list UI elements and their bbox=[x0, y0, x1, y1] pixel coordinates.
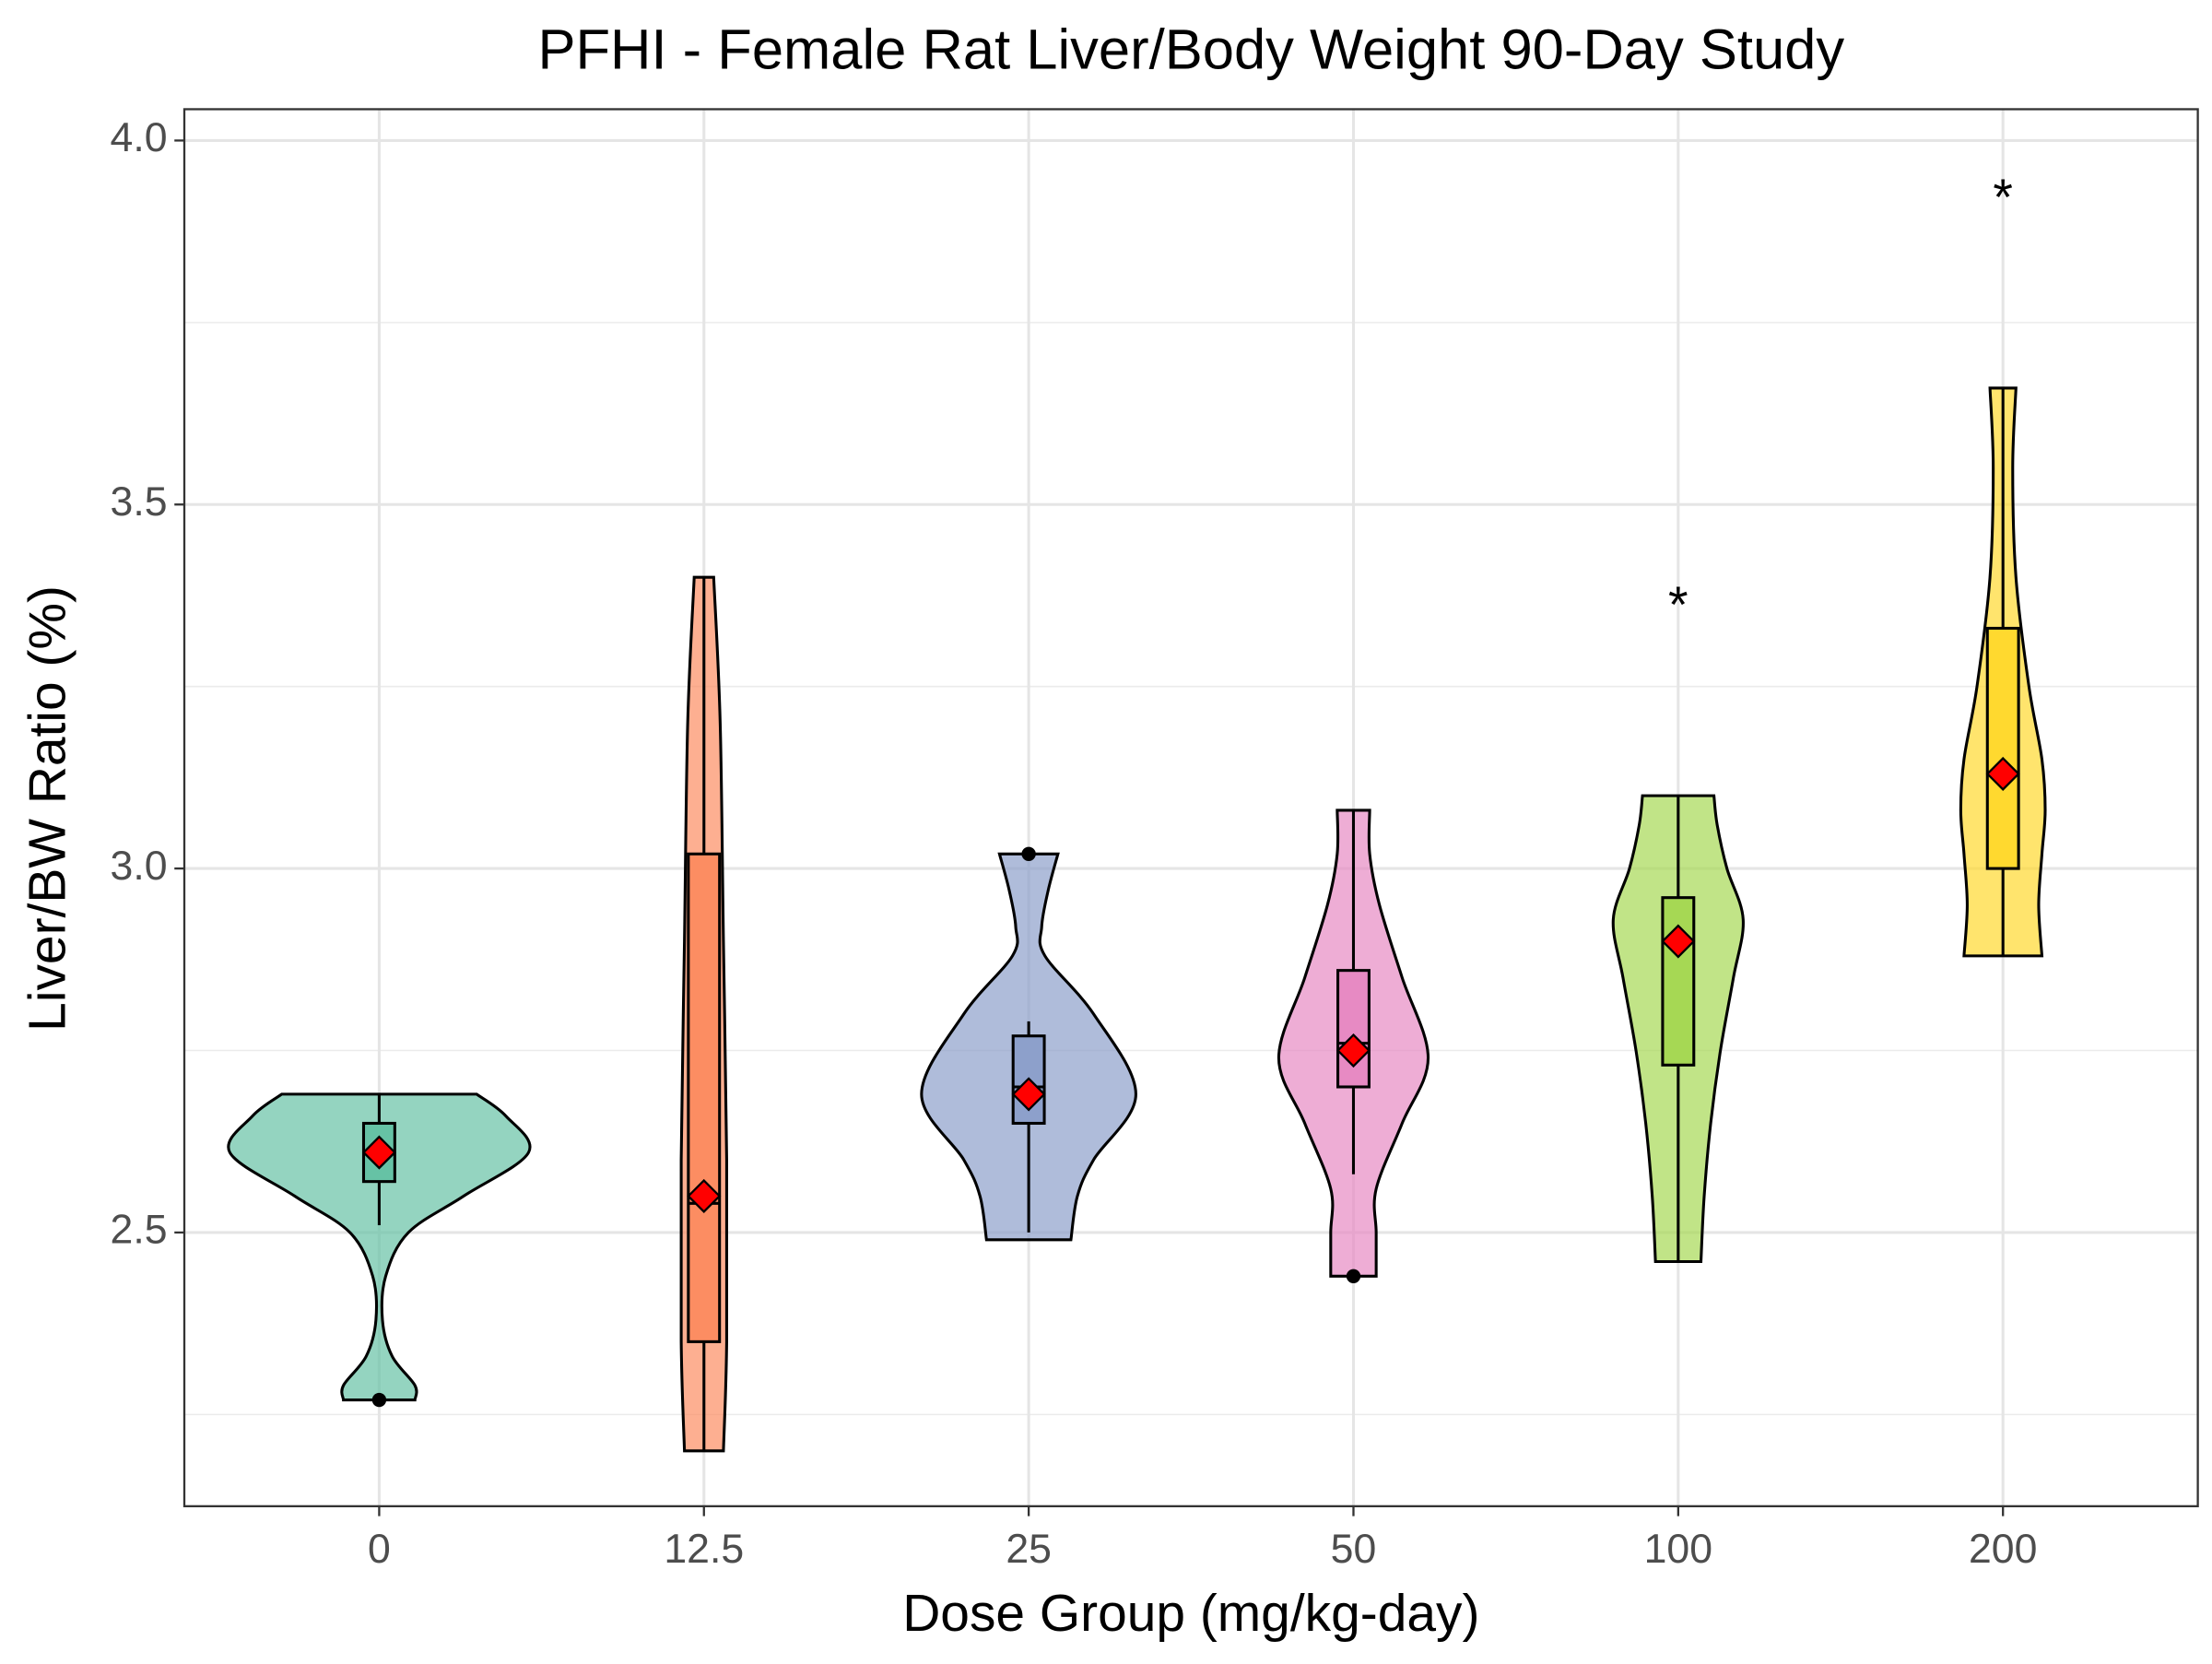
y-tick-label: 4.0 bbox=[111, 115, 168, 160]
significance-marker: * bbox=[1993, 169, 2013, 226]
plot-border bbox=[182, 108, 2199, 1507]
box bbox=[687, 852, 722, 1343]
outlier bbox=[1346, 1269, 1361, 1284]
box bbox=[1985, 626, 2020, 870]
mean-marker bbox=[1011, 1077, 1046, 1112]
x-tick-label: 25 bbox=[1006, 1527, 1052, 1572]
mean-marker bbox=[1661, 924, 1696, 959]
outlier bbox=[371, 1392, 387, 1408]
y-axis-title: Liver/BW Ratio (%) bbox=[18, 585, 76, 1032]
y-tick-label: 2.5 bbox=[111, 1208, 168, 1253]
outlier bbox=[1021, 846, 1036, 861]
box bbox=[1661, 896, 1696, 1067]
x-tick-label: 12.5 bbox=[664, 1527, 744, 1572]
mean-marker bbox=[687, 1178, 722, 1213]
chart-title: PFHI - Female Rat Liver/Body Weight 90-D… bbox=[537, 18, 1844, 82]
x-tick-label: 50 bbox=[1331, 1527, 1377, 1572]
mean-marker bbox=[1335, 1033, 1371, 1068]
y-tick-label: 3.5 bbox=[111, 479, 168, 525]
x-tick-label: 200 bbox=[1969, 1527, 2037, 1572]
y-tick-label: 3.0 bbox=[111, 844, 168, 889]
box bbox=[1336, 969, 1371, 1089]
x-axis-title: Dose Group (mg/kg-day) bbox=[902, 1584, 1479, 1643]
x-tick-label: 100 bbox=[1644, 1527, 1712, 1572]
mean-marker bbox=[1985, 756, 2020, 791]
x-tick-label: 0 bbox=[368, 1527, 391, 1572]
significance-marker: * bbox=[1668, 576, 1688, 633]
mean-marker bbox=[361, 1135, 396, 1170]
